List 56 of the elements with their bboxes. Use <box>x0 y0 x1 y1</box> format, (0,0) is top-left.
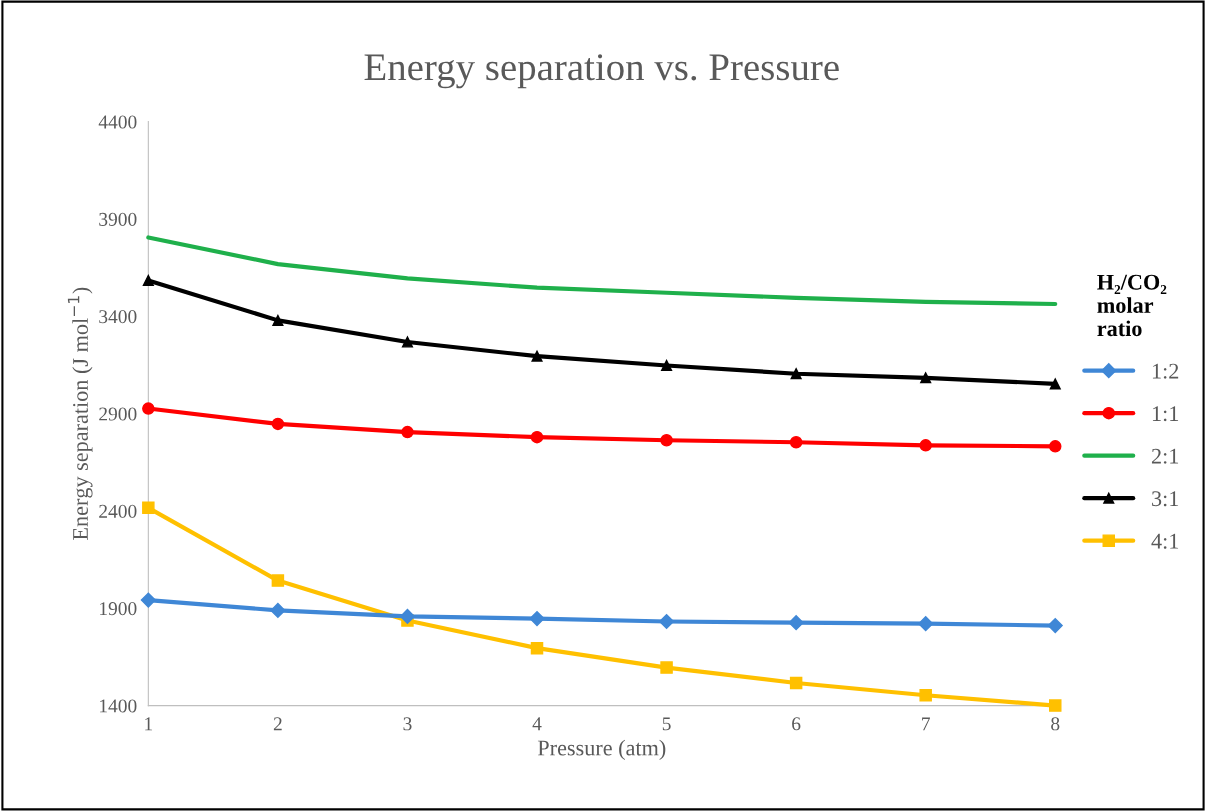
point <box>401 425 414 439</box>
legend-label: 3:1 <box>1152 491 1179 507</box>
y-tick-label: 2900 <box>99 407 137 421</box>
point <box>660 661 673 674</box>
point <box>1047 618 1063 634</box>
point <box>271 574 285 587</box>
x-tick-label: 4 <box>532 717 542 731</box>
line-series <box>146 235 1058 307</box>
x-tick-label: 7 <box>922 717 930 731</box>
x-tick-label: 8 <box>1051 717 1060 731</box>
point <box>399 608 416 624</box>
point <box>529 610 545 627</box>
point <box>142 402 155 415</box>
point <box>919 689 932 702</box>
point <box>1048 440 1062 453</box>
point <box>140 592 156 608</box>
point <box>270 602 286 618</box>
point <box>659 613 675 630</box>
point <box>920 372 932 384</box>
y-tick-label: 2400 <box>99 504 137 518</box>
point <box>272 314 284 326</box>
legend-label: 2:1 <box>1151 448 1179 464</box>
y-axis-title: Energy separation (J mol$^{−1}$) <box>67 287 93 540</box>
x-tick-label: 5 <box>662 717 671 731</box>
point <box>789 676 803 690</box>
point <box>401 336 414 348</box>
legend-label: 4:1 <box>1151 533 1179 549</box>
point <box>142 274 154 287</box>
y-tick-label: 1400 <box>100 699 137 713</box>
y-tick-label: 4400 <box>98 115 137 129</box>
x-tick-label: 2 <box>273 717 282 731</box>
point <box>531 350 543 362</box>
legend-label: 1:2 <box>1152 363 1179 379</box>
legend-label: 1:1 <box>1152 406 1179 422</box>
point <box>142 501 155 515</box>
point <box>788 615 804 631</box>
point <box>790 368 802 380</box>
x-tick-label: 6 <box>792 717 801 731</box>
y-tick-label: 3900 <box>99 212 137 226</box>
y-tick-label: 1900 <box>100 602 137 616</box>
point <box>919 439 932 452</box>
point <box>661 359 673 372</box>
x-axis-title: Pressure (atm) <box>537 739 666 761</box>
point <box>271 417 285 431</box>
point <box>1048 699 1062 712</box>
x-tick-label: 1 <box>145 717 153 731</box>
legend-title: H₂/CO₂ molar ratio <box>1097 274 1167 337</box>
point <box>660 434 673 447</box>
point <box>1049 378 1061 390</box>
point <box>789 435 803 449</box>
x-tick-label: 3 <box>403 717 412 731</box>
point <box>530 641 544 655</box>
y-tick-label: 3400 <box>99 310 137 324</box>
point <box>530 430 544 444</box>
point <box>918 616 934 632</box>
chart-title: Energy separation vs. Pressure <box>364 54 839 89</box>
